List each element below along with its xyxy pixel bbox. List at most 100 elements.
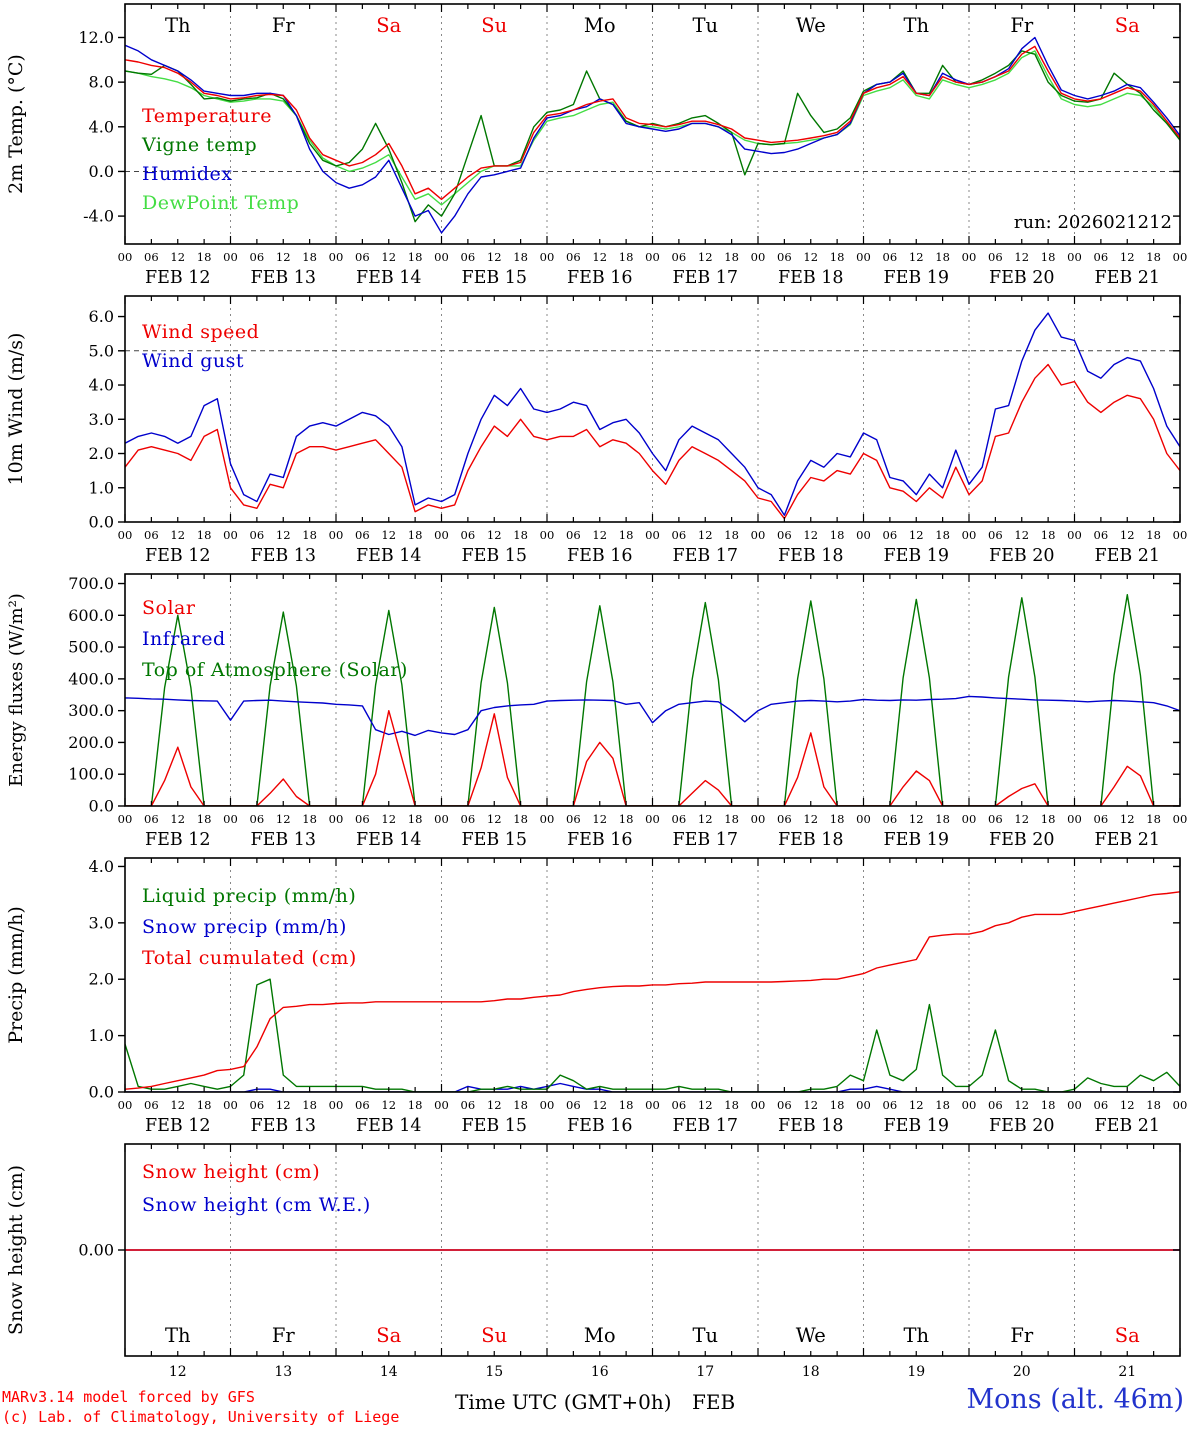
time-tick-label: 18 [302, 812, 317, 826]
time-tick-label: 00 [434, 250, 449, 264]
time-tick-label: 00 [751, 528, 766, 542]
date-label: FEB 14 [356, 830, 422, 850]
date-label: FEB 19 [883, 830, 949, 850]
time-tick-label: 12 [170, 1098, 185, 1112]
time-tick-label: 00 [329, 250, 344, 264]
date-label: FEB 20 [989, 546, 1055, 566]
legend-vigne-temp: Vigne temp [141, 134, 257, 156]
time-tick-label: 18 [513, 1098, 528, 1112]
time-tick-label: 12 [487, 528, 502, 542]
date-label: FEB 15 [461, 1116, 527, 1136]
x-axis-month: FEB [692, 1390, 736, 1414]
time-tick-label: 06 [144, 250, 159, 264]
time-tick-label: 00 [1173, 528, 1188, 542]
y-tick-label: 12.0 [78, 28, 114, 47]
time-tick-label: 12 [909, 528, 924, 542]
time-tick-label: 18 [830, 812, 845, 826]
time-tick-label: 06 [355, 1098, 370, 1112]
time-tick-label: 18 [1146, 528, 1161, 542]
weekday-label: Sa [376, 1324, 401, 1347]
date-label: FEB 17 [672, 546, 738, 566]
y-tick-label: 500.0 [68, 638, 114, 657]
y-tick-label: 0.0 [89, 797, 114, 816]
time-tick-label: 00 [1067, 812, 1082, 826]
date-label: FEB 17 [672, 830, 738, 850]
time-tick-label: 06 [355, 812, 370, 826]
time-tick-label: 12 [909, 250, 924, 264]
panel-snow-height: 0.00 12 13 14 15 16 17 18 19 20 21 Th Fr Sa Su Mo Tu We Th… [5, 1143, 1181, 1380]
legend-wind-gust: Wind gust [142, 350, 244, 372]
series-top-of-atmosphere-solar- [125, 594, 1180, 806]
time-tick-label: 18 [197, 528, 212, 542]
time-tick-label: 18 [197, 250, 212, 264]
time-tick-label: 18 [830, 250, 845, 264]
date-label: FEB 20 [989, 830, 1055, 850]
time-tick-label: 00 [329, 1098, 344, 1112]
weekday-label: Fr [272, 1324, 296, 1347]
weekday-label: Su [481, 1324, 507, 1347]
time-tick-label: 06 [672, 528, 687, 542]
date-label: FEB 19 [883, 268, 949, 288]
time-tick-label: 18 [302, 1098, 317, 1112]
time-tick-label: 00 [856, 1098, 871, 1112]
time-tick-label: 12 [698, 250, 713, 264]
time-tick-label: 00 [1067, 250, 1082, 264]
time-tick-label: 00 [329, 812, 344, 826]
time-tick-label: 18 [935, 528, 950, 542]
time-tick-label: 06 [1094, 250, 1109, 264]
time-tick-label: 12 [487, 1098, 502, 1112]
weekday-label: Fr [1010, 14, 1034, 37]
date-label: FEB 18 [778, 546, 844, 566]
time-tick-label: 12 [1014, 812, 1029, 826]
time-tick-label: 18 [197, 1098, 212, 1112]
date-label: FEB 19 [883, 1116, 949, 1136]
y-axis-title: Snow height (cm) [5, 1165, 27, 1335]
y-tick-label: 6.0 [89, 307, 114, 326]
time-tick-label: 00 [223, 250, 238, 264]
time-tick-label: 06 [1094, 1098, 1109, 1112]
y-tick-label: 8.0 [89, 73, 114, 92]
time-tick-label: 00 [962, 528, 977, 542]
time-tick-label: 18 [513, 812, 528, 826]
date-label: FEB 13 [250, 830, 316, 850]
time-tick-label: 06 [566, 528, 581, 542]
weekday-label: Mo [584, 1324, 616, 1347]
time-tick-label: 00 [962, 1098, 977, 1112]
date-label: FEB 21 [1094, 268, 1160, 288]
station-label: Mons (alt. 46m) [966, 1384, 1184, 1415]
y-tick-label: 4.0 [89, 376, 114, 395]
time-tick-label: 18 [724, 528, 739, 542]
panel-energy-fluxes: 0.0 100.0 200.0 300.0 400.0 500.0 600.0 700.0 00… [6, 573, 1187, 850]
y-tick-label: -4.0 [83, 207, 114, 226]
time-tick-label: 18 [619, 250, 634, 264]
series-dewpoint-temp [125, 50, 1180, 206]
y-tick-label: 700.0 [68, 574, 114, 593]
time-tick-label: 18 [830, 528, 845, 542]
date-label: FEB 16 [567, 830, 633, 850]
time-tick-label: 12 [1120, 528, 1135, 542]
time-tick-label: 00 [118, 812, 133, 826]
time-tick-label: 12 [170, 812, 185, 826]
time-tick-label: 18 [1146, 1098, 1161, 1112]
y-axis-title: Energy fluxes (W/m²) [6, 593, 27, 787]
time-tick-label: 18 [408, 250, 423, 264]
weekday-label: Fr [1010, 1324, 1034, 1347]
y-axis-title: 10m Wind (m/s) [5, 333, 27, 486]
time-tick-label: 12 [487, 250, 502, 264]
y-tick-label: 3.0 [89, 410, 114, 429]
y-axis-title: 2m Temp. (°C) [5, 54, 27, 194]
time-tick-label: 06 [883, 1098, 898, 1112]
time-tick-label: 12 [698, 528, 713, 542]
time-tick-label: 00 [751, 812, 766, 826]
time-tick-label: 06 [250, 528, 265, 542]
time-tick-label: 06 [461, 250, 476, 264]
time-tick-label: 18 [1146, 250, 1161, 264]
y-tick-label: 5.0 [89, 341, 114, 360]
time-tick-label: 18 [1041, 528, 1056, 542]
day-number-label: 14 [380, 1364, 398, 1380]
time-tick-label: 18 [1041, 1098, 1056, 1112]
series-wind-speed [125, 363, 1180, 520]
time-tick-label: 12 [1014, 1098, 1029, 1112]
time-tick-label: 06 [144, 1098, 159, 1112]
panel-temperature: -4.0 0.0 4.0 8.0 12.0 00 06 12 18 00 06 12 18 00 06 12 1… [5, 3, 1187, 288]
